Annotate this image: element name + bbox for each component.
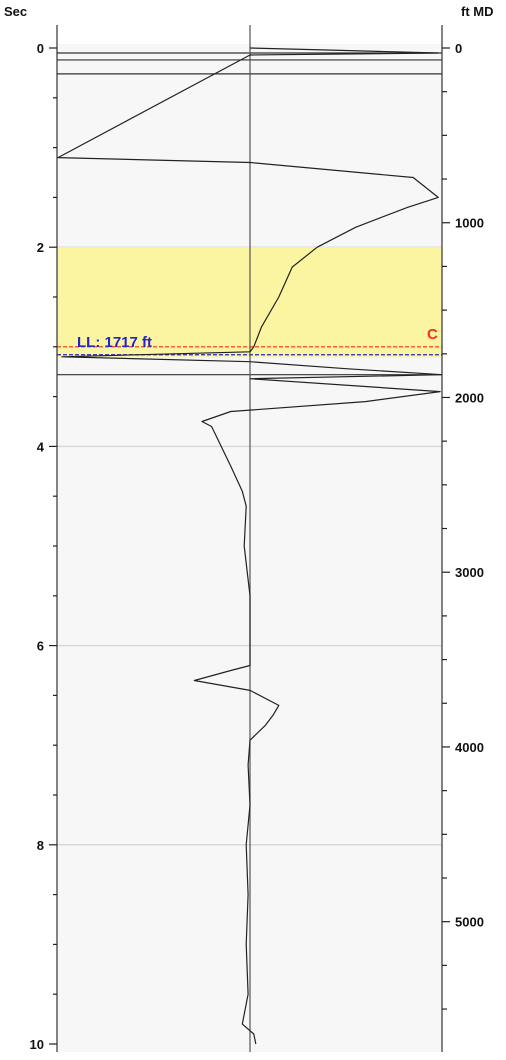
right-tick-label: 5000 xyxy=(455,915,484,930)
right-tick-label: 4000 xyxy=(455,740,484,755)
left-tick-label: 6 xyxy=(37,639,44,654)
log-curve xyxy=(57,47,443,1045)
left-tick-label: 8 xyxy=(37,838,44,853)
left-tick-label: 4 xyxy=(37,439,45,454)
right-tick-label: 1000 xyxy=(455,216,484,231)
right-axis-label: ft MD xyxy=(461,4,494,19)
right-tick-label: 2000 xyxy=(455,390,484,405)
right-tick-label: 3000 xyxy=(455,565,484,580)
left-tick-label: 2 xyxy=(37,240,44,255)
right-tick-label: 0 xyxy=(455,41,462,56)
left-tick-label: 0 xyxy=(37,41,44,56)
left-tick-label: 10 xyxy=(30,1037,44,1052)
marker-label-c: C xyxy=(427,326,438,343)
left-axis-label: Sec xyxy=(4,4,27,19)
marker-label-ll: LL: 1717 ft xyxy=(77,334,152,351)
